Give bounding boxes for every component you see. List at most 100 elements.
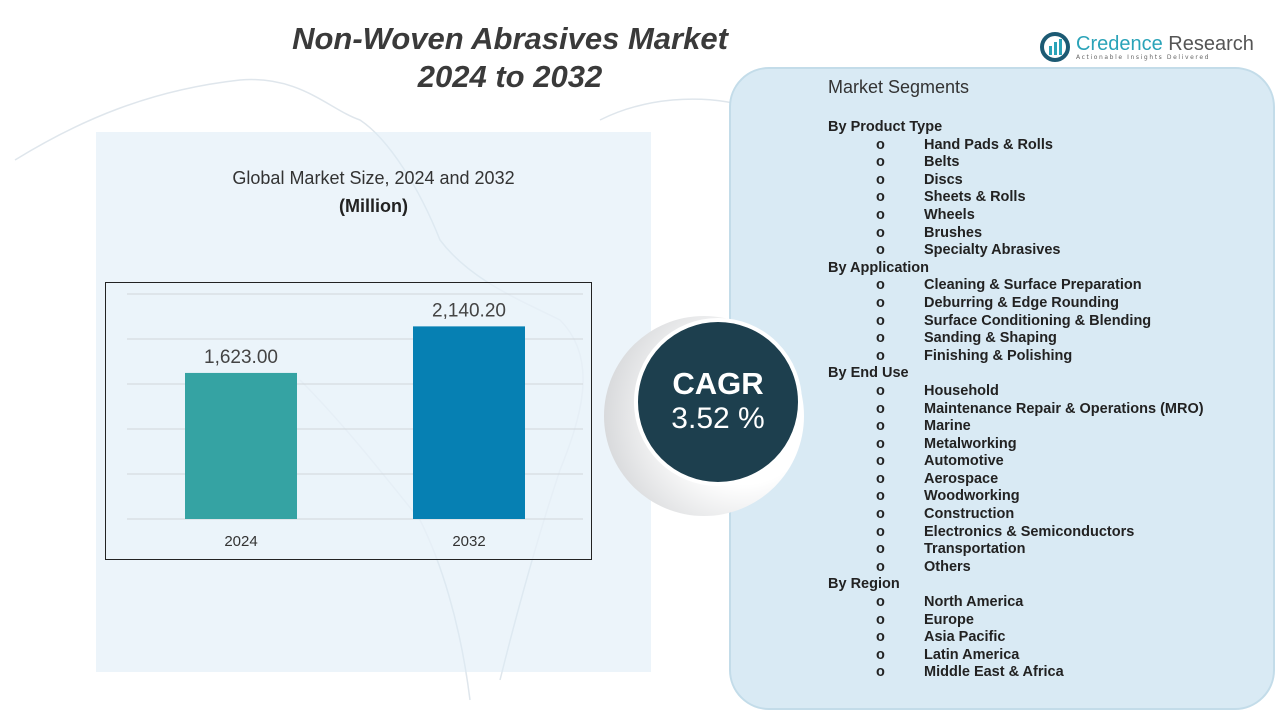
x-tick-label: 2032	[452, 533, 485, 550]
bullet-icon: o	[876, 629, 885, 646]
bullet-icon: o	[876, 488, 885, 505]
bullet-icon: o	[876, 294, 885, 311]
bullet-icon: o	[876, 453, 885, 470]
segment-item: o North America	[828, 594, 1204, 612]
segment-item-label: Belts	[924, 154, 960, 171]
segment-item-label: Asia Pacific	[924, 629, 1006, 646]
segment-item: o Automotive	[828, 453, 1204, 471]
segment-item: o Deburring & Edge Rounding	[828, 295, 1204, 313]
segment-item: o Transportation	[828, 541, 1204, 559]
logo-name: Credence	[1076, 32, 1163, 55]
segments-list: By Product Type o Hand Pads & Rolls o Belts o…	[828, 119, 1204, 682]
data-label: 2,140.20	[432, 300, 506, 321]
segment-item: o Marine	[828, 418, 1204, 436]
logo-icon	[1040, 32, 1070, 62]
bullet-icon: o	[876, 664, 885, 681]
cagr-badge: CAGR 3.52 %	[634, 318, 802, 486]
segment-category: By Product Type	[828, 119, 943, 135]
bullet-icon: o	[876, 171, 885, 188]
segment-item: o Sheets & Rolls	[828, 189, 1204, 207]
segment-item: o Aerospace	[828, 471, 1204, 489]
bar-2032	[413, 326, 525, 519]
segment-item: o Europe	[828, 612, 1204, 630]
bullet-icon: o	[876, 382, 885, 399]
bullet-icon: o	[876, 330, 885, 347]
segment-item: o Electronics & Semiconductors	[828, 524, 1204, 542]
segment-category: By Application	[828, 259, 929, 276]
segment-item-label: Woodworking	[924, 488, 1020, 505]
segment-item: o Belts	[828, 154, 1204, 172]
bullet-icon: o	[876, 435, 885, 452]
segment-item-label: Sheets & Rolls	[924, 189, 1026, 206]
bullet-icon: o	[876, 611, 885, 628]
logo-tagline: Actionable Insights Delivered	[1076, 53, 1211, 61]
segment-item: o Specialty Abrasives	[828, 242, 1204, 260]
segment-item: o Asia Pacific	[828, 629, 1204, 647]
segment-item-label: Europe	[924, 611, 974, 628]
segment-item: o Discs	[828, 172, 1204, 190]
segment-item: o Middle East & Africa	[828, 664, 1204, 682]
segment-category: By Region	[828, 576, 900, 593]
bullet-icon: o	[876, 558, 885, 575]
segment-item-label: Specialty Abrasives	[924, 242, 1061, 259]
cagr-label: CAGR	[672, 366, 764, 401]
segment-item: o Hand Pads & Rolls	[828, 137, 1204, 155]
data-label: 1,623.00	[204, 347, 278, 368]
segment-item: o Others	[828, 559, 1204, 577]
segment-item-label: Surface Conditioning & Blending	[924, 312, 1152, 329]
segment-category: By End Use	[828, 365, 909, 382]
segment-item: o Construction	[828, 506, 1204, 524]
credence-logo: Credence Research Actionable Insights Del…	[1040, 32, 1254, 62]
bullet-icon: o	[876, 277, 885, 294]
segment-item: o Brushes	[828, 225, 1204, 243]
segment-item-label: Middle East & Africa	[924, 664, 1064, 681]
segment-item-label: Others	[924, 558, 971, 575]
bullet-icon: o	[876, 506, 885, 523]
segment-item-label: Latin America	[924, 646, 1020, 663]
cagr-value: 3.52 %	[671, 402, 765, 435]
segment-item-label: Marine	[924, 418, 971, 435]
segment-item: o Woodworking	[828, 488, 1204, 506]
segment-item-label: Sanding & Shaping	[924, 330, 1057, 347]
segment-item-label: Aerospace	[924, 470, 999, 487]
segment-item-label: Cleaning & Surface Preparation	[924, 277, 1142, 294]
segment-item-label: Automotive	[924, 453, 1004, 470]
bullet-icon: o	[876, 523, 885, 540]
segment-item: o Household	[828, 383, 1204, 401]
bullet-icon: o	[876, 646, 885, 663]
segment-item: o Wheels	[828, 207, 1204, 225]
segment-item-label: Electronics & Semiconductors	[924, 523, 1135, 540]
segment-item-label: Brushes	[924, 224, 983, 241]
bullet-icon: o	[876, 136, 885, 153]
segment-item-label: Deburring & Edge Rounding	[924, 294, 1119, 311]
bullet-icon: o	[876, 418, 885, 435]
segment-item: o Finishing & Polishing	[828, 348, 1204, 366]
segment-item-label: Metalworking	[924, 435, 1017, 452]
bullet-icon: o	[876, 154, 885, 171]
segment-item-label: Transportation	[924, 541, 1026, 558]
title-line-1: Non-Woven Abrasives Market	[292, 21, 728, 56]
bullet-icon: o	[876, 189, 885, 206]
bullet-icon: o	[876, 470, 885, 487]
bullet-icon: o	[876, 206, 885, 223]
bullet-icon: o	[876, 347, 885, 364]
chart-subtitle: Global Market Size, 2024 and 2032	[232, 168, 515, 188]
logo-name-2: Research	[1162, 32, 1254, 55]
bullet-icon: o	[876, 224, 885, 241]
bullet-icon: o	[876, 312, 885, 329]
segment-item-label: Wheels	[924, 206, 975, 223]
bar-2024	[185, 372, 297, 519]
segments-panel	[729, 67, 1275, 710]
segment-item-label: Maintenance Repair & Operations (MRO)	[924, 400, 1204, 417]
title-line-2: 2024 to 2032	[417, 59, 603, 94]
segment-item-label: Hand Pads & Rolls	[924, 136, 1053, 153]
segment-item-label: Discs	[924, 171, 963, 188]
segment-item: o Sanding & Shaping	[828, 330, 1204, 348]
segment-item-label: North America	[924, 594, 1024, 611]
segment-item: o Metalworking	[828, 436, 1204, 454]
bullet-icon: o	[876, 541, 885, 558]
chart-unit: (Million)	[339, 196, 408, 216]
segment-item: o Maintenance Repair & Operations (MRO)	[828, 401, 1204, 419]
segment-item: o Latin America	[828, 647, 1204, 665]
